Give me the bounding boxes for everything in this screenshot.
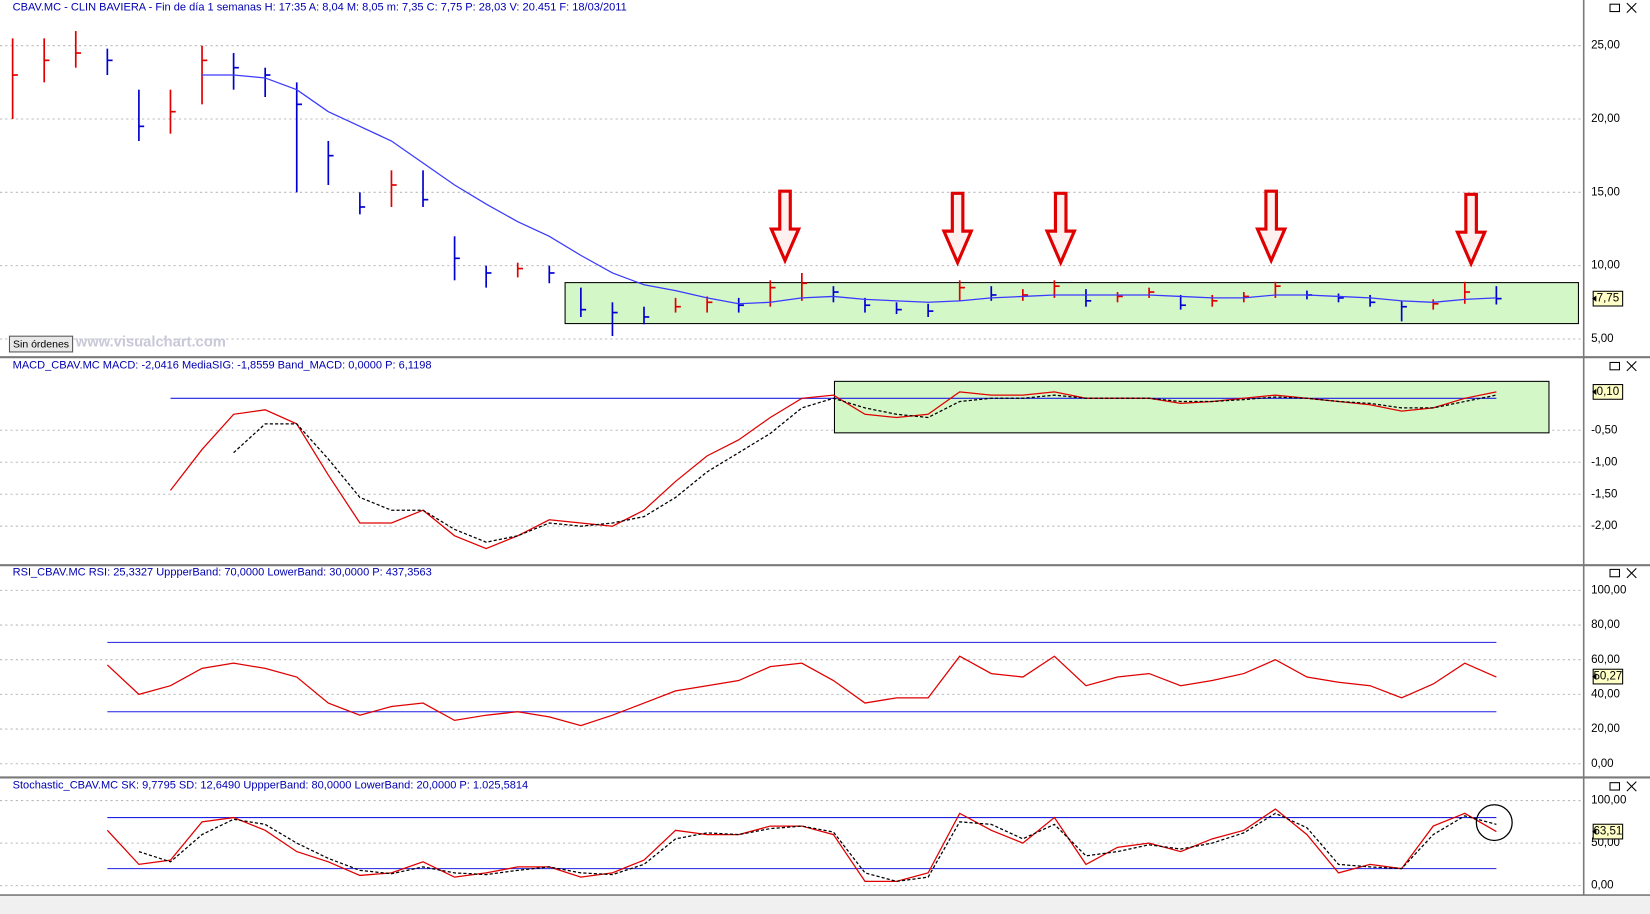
y-tick-label: 80,00 [1591, 619, 1620, 631]
highlight-circle [1475, 804, 1513, 842]
data-line [233, 394, 1497, 543]
maximize-button[interactable] [1609, 568, 1621, 578]
y-tick-label: 15,00 [1591, 186, 1620, 198]
y-tick-label: 5,00 [1591, 333, 1614, 345]
y-tick-label: 100,00 [1591, 584, 1626, 596]
range-box [564, 282, 1579, 325]
close-button[interactable] [1626, 361, 1637, 372]
last-value-pointer [1592, 828, 1597, 835]
y-tick-label: -0,50 [1591, 424, 1617, 436]
close-button[interactable] [1626, 2, 1637, 13]
panel-header: RSI_CBAV.MC RSI: 25,3327 UppperBand: 70,… [13, 566, 432, 578]
y-tick-label: 100,00 [1591, 795, 1626, 807]
panel-header: MACD_CBAV.MC MACD: -2,0416 MediaSIG: -1,… [13, 360, 432, 372]
panel-header: Stochastic_CBAV.MC SK: 9,7795 SD: 12,649… [13, 780, 529, 792]
orders-button-label[interactable]: Sin órdenes [13, 338, 69, 350]
range-box [833, 380, 1550, 434]
watermark: www.visualchart.com [75, 334, 226, 350]
last-value-pointer [1592, 388, 1597, 396]
last-value-pointer [1592, 673, 1597, 680]
close-button[interactable] [1626, 567, 1637, 579]
data-line [106, 655, 1497, 727]
label-layer: 25,00 20,00 15,00 10,00 5,00 7,75 -0,50 -1,00 -1… [1591, 40, 1626, 892]
x-axis-strip [0, 896, 1650, 914]
data-line [169, 391, 1497, 550]
plot-layer [11, 31, 1502, 883]
down-arrow [768, 189, 802, 265]
last-value-label: 50,27 [1593, 671, 1622, 683]
arrows [768, 189, 1488, 268]
y-tick-label: 40,00 [1591, 688, 1620, 700]
maximize-button[interactable] [1609, 782, 1621, 791]
maximize-button[interactable] [1609, 361, 1621, 371]
y-tick-label: 0,00 [1591, 880, 1614, 892]
y-tick-label: 25,00 [1591, 40, 1620, 52]
grid-layer [0, 45, 1584, 887]
down-arrow [1255, 189, 1288, 265]
maximize-button[interactable] [1609, 3, 1621, 13]
y-tick-label: 20,00 [1591, 113, 1620, 125]
last-value-label: 7,75 [1597, 293, 1620, 305]
y-tick-label: 60,00 [1591, 654, 1620, 666]
y-tick-label: -1,00 [1591, 456, 1617, 468]
last-value-pointer [1592, 295, 1597, 302]
data-line [138, 812, 1497, 883]
orders-button[interactable] [8, 335, 74, 353]
data-line [106, 808, 1497, 883]
down-arrow [1044, 191, 1077, 267]
y-tick-label: -1,50 [1591, 488, 1617, 500]
y-tick-label: 20,00 [1591, 723, 1620, 735]
panel-header: CBAV.MC - CLIN BAVIERA - Fin de día 1 se… [13, 1, 627, 13]
close-button[interactable] [1626, 781, 1637, 792]
window-buttons [1609, 2, 1637, 792]
last-value-label: 0,10 [1597, 386, 1620, 398]
y-tick-label: 50,00 [1591, 837, 1620, 849]
data-line [202, 74, 1497, 305]
y-tick-label: 0,00 [1591, 758, 1614, 770]
y-tick-label: -2,00 [1591, 520, 1617, 532]
last-value-label: 63,51 [1593, 826, 1622, 838]
y-tick-label: 10,00 [1591, 260, 1620, 272]
down-arrow [1455, 192, 1488, 268]
down-arrow [941, 191, 974, 267]
